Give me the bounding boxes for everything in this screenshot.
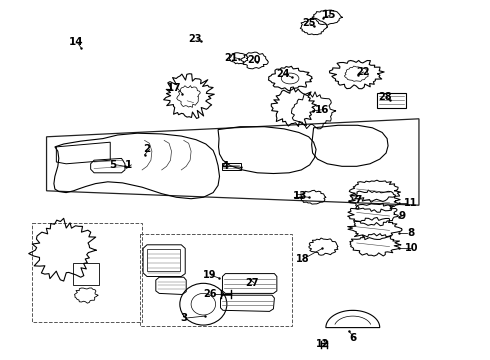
Text: 8: 8 bbox=[407, 228, 414, 238]
Text: 7: 7 bbox=[354, 195, 362, 205]
Text: 20: 20 bbox=[247, 55, 261, 66]
Text: 5: 5 bbox=[109, 160, 116, 170]
Text: 13: 13 bbox=[293, 191, 307, 201]
Text: 11: 11 bbox=[404, 198, 417, 208]
Text: 26: 26 bbox=[203, 289, 217, 300]
Text: 21: 21 bbox=[224, 53, 238, 63]
Text: 3: 3 bbox=[180, 313, 187, 323]
Text: 1: 1 bbox=[125, 160, 132, 170]
Text: 22: 22 bbox=[356, 67, 369, 77]
Text: 2: 2 bbox=[144, 144, 150, 154]
Text: 6: 6 bbox=[349, 333, 356, 343]
Text: 16: 16 bbox=[315, 105, 330, 115]
Bar bbox=[140, 234, 292, 326]
Text: 19: 19 bbox=[203, 270, 217, 280]
Text: 25: 25 bbox=[302, 18, 316, 28]
Text: 28: 28 bbox=[378, 92, 392, 102]
Bar bbox=[377, 93, 406, 108]
Text: 4: 4 bbox=[221, 161, 229, 171]
Text: 17: 17 bbox=[167, 83, 181, 93]
Text: 24: 24 bbox=[276, 69, 290, 79]
Bar bbox=[32, 223, 142, 322]
Text: 23: 23 bbox=[188, 34, 202, 44]
Bar bbox=[222, 163, 241, 170]
Text: 10: 10 bbox=[405, 243, 418, 253]
Text: 12: 12 bbox=[316, 339, 329, 349]
Text: 15: 15 bbox=[322, 10, 337, 20]
Bar bbox=[147, 249, 180, 271]
Bar bbox=[73, 263, 99, 285]
Text: 18: 18 bbox=[296, 254, 310, 264]
Text: 27: 27 bbox=[245, 278, 259, 288]
Text: 9: 9 bbox=[398, 211, 405, 221]
Text: 14: 14 bbox=[69, 37, 83, 48]
